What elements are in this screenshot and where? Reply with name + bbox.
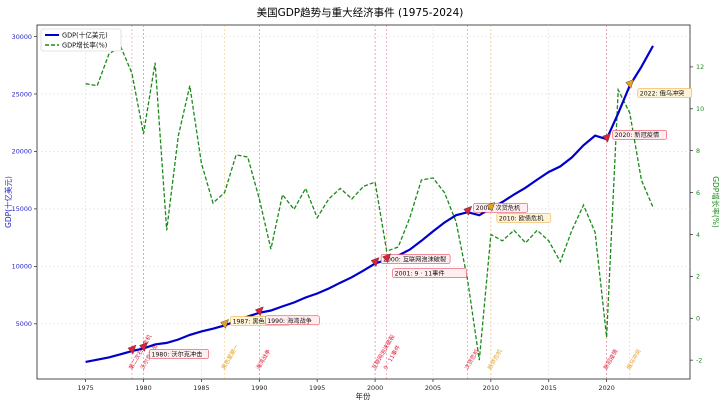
x-tick-label: 2015 bbox=[541, 384, 557, 392]
y-left-tick-label: 30000 bbox=[12, 33, 32, 41]
legend: GDP(十亿美元) GDP增长率(%) bbox=[40, 28, 122, 52]
x-tick-label: 2020 bbox=[599, 384, 615, 392]
x-tick-label: 2005 bbox=[425, 384, 441, 392]
event-marker bbox=[127, 344, 137, 355]
event-annotation-box bbox=[392, 268, 467, 278]
y-left-tick-label: 20000 bbox=[12, 148, 32, 156]
event-annotation-box bbox=[265, 315, 320, 326]
x-tick-label: 1980 bbox=[135, 384, 151, 392]
event-annotation-label: 1980: 沃尔克冲击 bbox=[152, 350, 203, 358]
plot-area bbox=[36, 24, 691, 380]
event-annotation-box bbox=[149, 349, 209, 359]
y-left-tick-label: 25000 bbox=[12, 90, 32, 98]
x-tick-label: 2000 bbox=[367, 384, 383, 392]
growth-rate-line bbox=[85, 44, 654, 361]
x-axis-label: 年份 bbox=[356, 391, 371, 401]
x-tick-label: 1995 bbox=[309, 384, 325, 392]
legend-box bbox=[40, 28, 122, 52]
event-annotation-box bbox=[612, 129, 667, 140]
y-right-tick-label: -2 bbox=[696, 356, 702, 364]
event-marker bbox=[602, 132, 611, 143]
event-annotation-label: 2001: 9 · 11事件 bbox=[395, 270, 445, 278]
event-marker bbox=[139, 342, 148, 352]
event-annotation-label: 1990: 海湾战争 bbox=[267, 317, 312, 325]
legend-gdp-label: GDP(十亿美元) bbox=[62, 31, 108, 40]
y-axis-left-label: GDP(十亿美元) bbox=[3, 176, 13, 228]
y-left-tick-label: 5000 bbox=[16, 320, 32, 328]
y-right-tick-label: 0 bbox=[696, 315, 700, 323]
event-marker bbox=[370, 257, 380, 267]
event-marker bbox=[463, 205, 473, 216]
y-right-tick-label: 4 bbox=[696, 231, 700, 239]
event-annotation-label: 2008: 次贷危机 bbox=[476, 204, 521, 212]
legend-growth-label: GDP增长率(%) bbox=[62, 41, 107, 50]
event-annotation-label: 1987: 黑色星期一 bbox=[233, 317, 284, 325]
series-layer bbox=[85, 44, 654, 363]
event-annotation-label: 2000: 互联网泡沫破裂 bbox=[383, 255, 446, 263]
gdp-line bbox=[85, 45, 654, 363]
y-right-tick-label: 8 bbox=[696, 147, 700, 155]
axes-layer: 1975 1980 1985 1990 1995 2000 2005 2010 2015 2020… bbox=[12, 33, 704, 392]
event-annotation-box bbox=[380, 254, 451, 264]
x-tick-label: 2010 bbox=[483, 384, 499, 392]
event-marker bbox=[625, 79, 635, 89]
x-tick-label: 1975 bbox=[77, 384, 93, 392]
y-right-tick-label: 10 bbox=[696, 105, 704, 113]
event-annotation-box bbox=[496, 213, 552, 223]
chart-title: 美国GDP趋势与重大经济事件 (1975-2024) bbox=[257, 6, 464, 19]
event-marker bbox=[220, 319, 229, 329]
y-right-tick-label: 6 bbox=[696, 189, 700, 197]
x-tick-label: 1990 bbox=[251, 384, 267, 392]
event-annotation-label: 2010: 欧债危机 bbox=[499, 214, 544, 222]
y-axis-right-label: GDP增长率(%) bbox=[711, 176, 720, 228]
y-right-tick-label: 2 bbox=[696, 273, 700, 281]
event-annotation-box bbox=[637, 88, 693, 98]
y-left-tick-label: 15000 bbox=[12, 205, 32, 213]
x-tick-label: 1985 bbox=[193, 384, 209, 392]
event-annotation-label: 2020: 新冠疫情 bbox=[615, 131, 660, 139]
event-marker bbox=[254, 306, 264, 317]
y-right-tick-label: 12 bbox=[696, 63, 704, 71]
event-marker bbox=[382, 253, 391, 264]
y-left-tick-label: 10000 bbox=[12, 263, 32, 271]
event-marker bbox=[486, 201, 496, 212]
event-annotation-label: 2022: 俄乌冲突 bbox=[640, 89, 685, 97]
